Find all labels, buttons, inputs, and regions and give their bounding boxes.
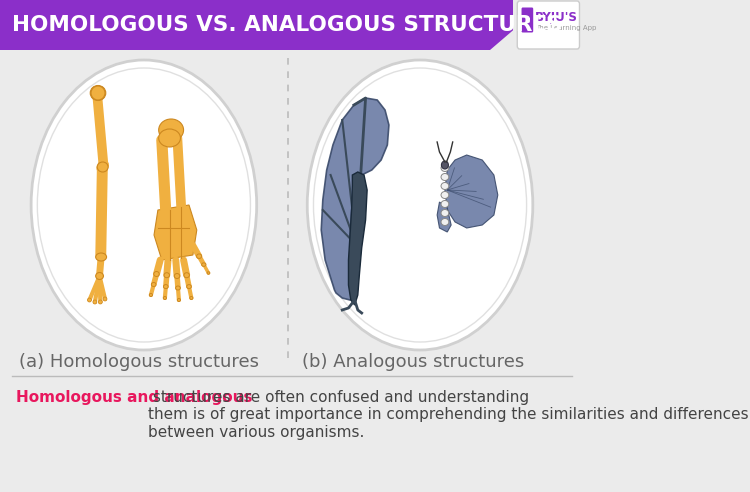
Ellipse shape	[103, 297, 107, 301]
Text: The Learning App: The Learning App	[536, 25, 596, 31]
Ellipse shape	[441, 191, 448, 198]
Ellipse shape	[88, 298, 92, 302]
Ellipse shape	[441, 201, 448, 208]
Ellipse shape	[202, 263, 206, 266]
Ellipse shape	[441, 164, 448, 172]
Ellipse shape	[91, 86, 105, 100]
Text: BYJU'S: BYJU'S	[536, 10, 578, 24]
Ellipse shape	[159, 129, 181, 147]
Ellipse shape	[174, 274, 180, 278]
Text: (a) Homologous structures: (a) Homologous structures	[20, 353, 260, 371]
Ellipse shape	[441, 218, 448, 225]
Ellipse shape	[441, 174, 448, 181]
Ellipse shape	[176, 286, 180, 290]
Polygon shape	[349, 172, 368, 305]
Ellipse shape	[196, 254, 202, 258]
Ellipse shape	[187, 284, 191, 289]
Ellipse shape	[164, 297, 166, 300]
Ellipse shape	[98, 300, 102, 304]
Polygon shape	[490, 30, 513, 50]
Polygon shape	[321, 98, 389, 300]
Ellipse shape	[93, 300, 97, 304]
Ellipse shape	[441, 183, 448, 189]
FancyBboxPatch shape	[521, 7, 533, 32]
Text: (b) Analogous structures: (b) Analogous structures	[302, 353, 524, 371]
Circle shape	[308, 60, 532, 350]
Ellipse shape	[177, 299, 181, 302]
Ellipse shape	[154, 272, 159, 277]
Ellipse shape	[159, 119, 184, 141]
FancyBboxPatch shape	[518, 1, 580, 49]
Ellipse shape	[96, 273, 104, 279]
Polygon shape	[154, 205, 196, 260]
Circle shape	[31, 60, 256, 350]
Ellipse shape	[149, 294, 152, 297]
Ellipse shape	[207, 272, 210, 274]
Ellipse shape	[90, 86, 106, 100]
Text: ■: ■	[525, 18, 530, 23]
Text: HOMOLOGOUS VS. ANALOGOUS STRUCTURES: HOMOLOGOUS VS. ANALOGOUS STRUCTURES	[12, 15, 562, 35]
FancyBboxPatch shape	[0, 0, 513, 50]
Ellipse shape	[98, 162, 108, 172]
Ellipse shape	[164, 284, 168, 289]
Polygon shape	[445, 155, 498, 228]
Ellipse shape	[164, 273, 170, 277]
Ellipse shape	[152, 282, 156, 286]
Ellipse shape	[441, 210, 448, 216]
Text: Homologous and analogous: Homologous and analogous	[16, 390, 252, 405]
Text: structures are often confused and understanding
them is of great importance in c: structures are often confused and unders…	[148, 390, 748, 440]
Ellipse shape	[184, 273, 190, 277]
Ellipse shape	[96, 253, 106, 261]
Ellipse shape	[190, 297, 193, 300]
Ellipse shape	[442, 161, 448, 169]
Polygon shape	[437, 202, 452, 232]
